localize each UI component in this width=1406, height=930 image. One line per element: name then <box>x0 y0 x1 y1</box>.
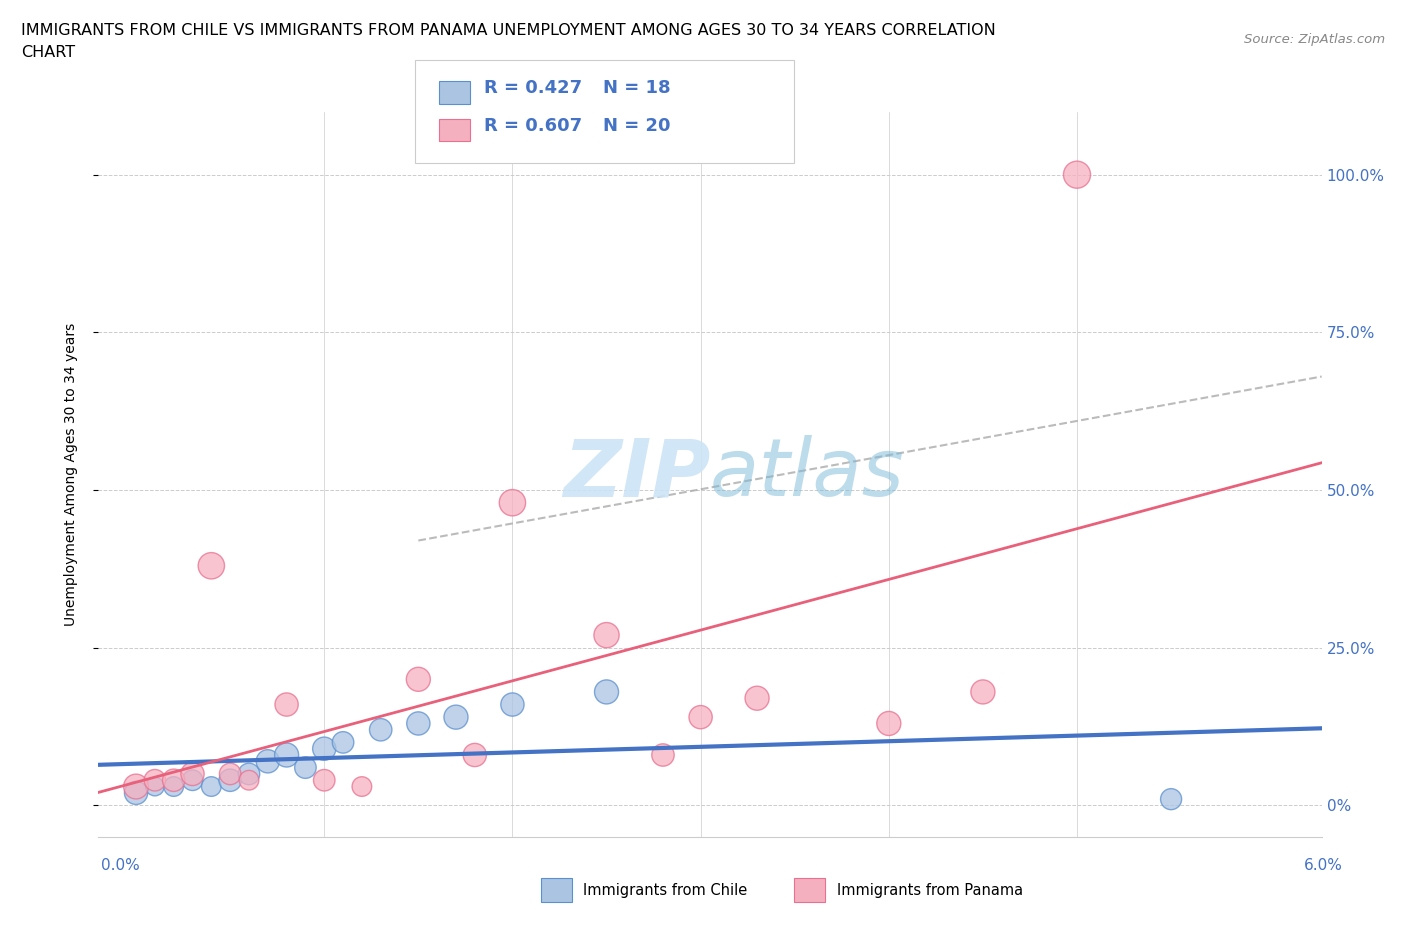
Text: 6.0%: 6.0% <box>1303 857 1343 872</box>
Point <box>143 779 166 794</box>
Point <box>1160 791 1182 806</box>
Point <box>501 698 523 712</box>
Point <box>294 760 316 775</box>
Point <box>181 766 204 781</box>
Point <box>370 723 392 737</box>
Point <box>877 716 900 731</box>
Point <box>200 558 222 573</box>
Text: N = 18: N = 18 <box>603 79 671 98</box>
Point <box>238 773 260 788</box>
Point <box>143 773 166 788</box>
Text: N = 20: N = 20 <box>603 116 671 135</box>
Point <box>163 779 186 794</box>
Point <box>689 710 711 724</box>
Text: atlas: atlas <box>710 435 905 513</box>
Point <box>408 716 430 731</box>
Point <box>1066 167 1088 182</box>
Point <box>595 684 617 699</box>
Point <box>256 754 278 769</box>
Point <box>314 741 336 756</box>
Text: Immigrants from Chile: Immigrants from Chile <box>583 883 748 897</box>
Point <box>125 779 148 794</box>
Point <box>276 748 298 763</box>
Point <box>238 766 260 781</box>
Point <box>219 773 242 788</box>
Text: R = 0.427: R = 0.427 <box>484 79 582 98</box>
Text: 0.0%: 0.0% <box>101 857 141 872</box>
Text: Source: ZipAtlas.com: Source: ZipAtlas.com <box>1244 33 1385 46</box>
Point <box>972 684 994 699</box>
Point <box>350 779 373 794</box>
Point <box>652 748 675 763</box>
Y-axis label: Unemployment Among Ages 30 to 34 years: Unemployment Among Ages 30 to 34 years <box>63 323 77 626</box>
Point <box>332 735 354 750</box>
Point <box>219 766 242 781</box>
Point <box>408 671 430 686</box>
Text: CHART: CHART <box>21 45 75 60</box>
Point <box>745 691 768 706</box>
Text: ZIP: ZIP <box>562 435 710 513</box>
Point <box>163 773 186 788</box>
Point <box>444 710 467 724</box>
Text: Immigrants from Panama: Immigrants from Panama <box>837 883 1022 897</box>
Point <box>595 628 617 643</box>
Point <box>464 748 486 763</box>
Text: IMMIGRANTS FROM CHILE VS IMMIGRANTS FROM PANAMA UNEMPLOYMENT AMONG AGES 30 TO 34: IMMIGRANTS FROM CHILE VS IMMIGRANTS FROM… <box>21 23 995 38</box>
Point <box>200 779 222 794</box>
Point <box>501 496 523 511</box>
Point <box>276 698 298 712</box>
Point <box>181 773 204 788</box>
Text: R = 0.607: R = 0.607 <box>484 116 582 135</box>
Point <box>125 786 148 801</box>
Point <box>314 773 336 788</box>
